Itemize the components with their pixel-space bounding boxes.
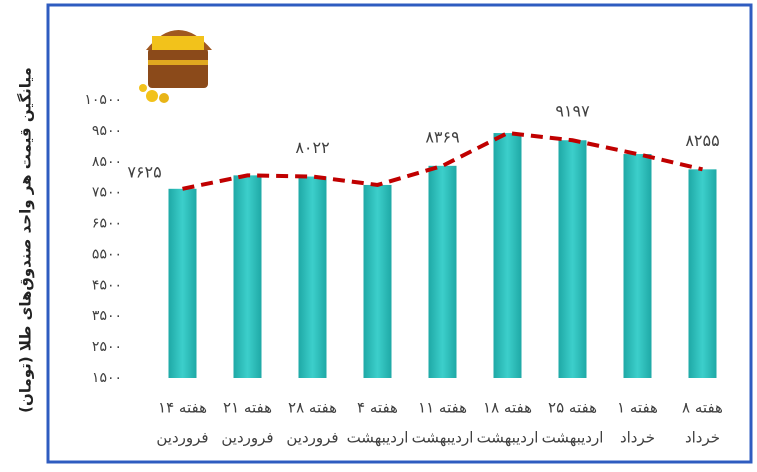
y-tick-label: ۲۵۰۰ [92, 339, 122, 355]
y-tick-label: ۶۵۰۰ [92, 216, 122, 232]
y-tick-label: ۷۵۰۰ [92, 185, 122, 201]
bar [623, 154, 652, 378]
x-tick-label: فروردین [221, 429, 273, 447]
value-label: ۸۰۲۲ [295, 138, 329, 157]
x-tick-label: فروردین [156, 429, 208, 447]
x-tick-label: هفته ۴ [357, 399, 398, 417]
x-tick-label: اردیبهشت [477, 429, 539, 447]
y-tick-label: ۱۰۵۰۰ [84, 92, 122, 108]
bar [558, 140, 587, 378]
x-tick-label: هفته ۱۸ [483, 399, 532, 417]
x-tick-label: هفته ۱۱ [418, 399, 467, 417]
x-tick-label: فروردین [286, 429, 338, 447]
x-tick-label: هفته ۲۱ [223, 399, 272, 417]
x-tick-label: خرداد [620, 429, 655, 447]
bar [363, 184, 392, 378]
y-axis-title: میانگین قیمت هر واحد صندوق‌های طلا (توما… [17, 67, 35, 413]
x-tick-label: خرداد [685, 429, 720, 447]
frame [46, 3, 753, 464]
value-label: ۷۶۲۵ [127, 162, 161, 181]
treasure-icon [139, 30, 212, 103]
bar [168, 188, 197, 378]
bar [688, 169, 717, 378]
value-label: ۸۳۶۹ [425, 127, 459, 146]
bar [428, 165, 457, 378]
y-tick-label: ۱۵۰۰ [92, 370, 122, 386]
bar [493, 133, 522, 378]
value-label: ۹۱۹۷ [555, 102, 590, 121]
value-label: ۸۲۵۵ [685, 131, 719, 150]
x-tick-label: هفته ۱۴ [158, 399, 207, 417]
y-tick-label: ۴۵۰۰ [92, 277, 122, 293]
x-tick-label: اردیبهشت [347, 429, 409, 447]
y-tick-label: ۳۵۰۰ [92, 308, 122, 324]
x-tick-label: اردیبهشت [412, 429, 474, 447]
x-tick-label: اردیبهشت [542, 429, 604, 447]
x-tick-label: هفته ۲۸ [288, 399, 337, 417]
x-tick-label: هفته ۸ [682, 399, 723, 417]
y-tick-label: ۸۵۰۰ [92, 154, 122, 170]
x-tick-label: هفته ۱ [617, 399, 658, 417]
bar [233, 175, 262, 378]
y-tick-label: ۹۵۰۰ [92, 123, 122, 139]
x-tick-label: هفته ۲۵ [548, 399, 597, 417]
bar [298, 176, 327, 378]
trend-line [182, 130, 703, 191]
y-tick-label: ۵۵۰۰ [92, 246, 122, 262]
